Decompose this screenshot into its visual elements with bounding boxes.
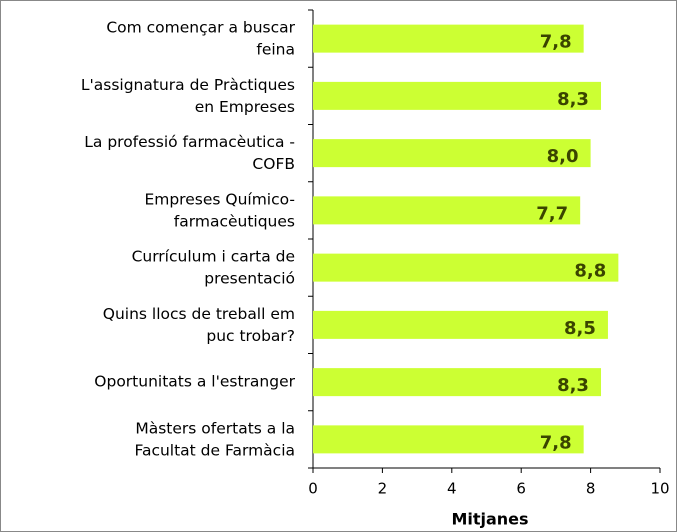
bar: [313, 139, 591, 168]
value-label: 8,3: [557, 375, 589, 396]
value-label: 8,8: [574, 261, 606, 282]
bar: [313, 425, 584, 454]
y-tick-label: L'assignatura de Pràctiques en Empreses: [81, 75, 295, 115]
bar: [313, 24, 584, 53]
bar: [313, 368, 602, 397]
y-tick-label: La professió farmacèutica -COFB: [84, 133, 295, 173]
value-label: 8,0: [547, 146, 579, 167]
value-label: 7,8: [540, 32, 572, 53]
y-tick-label: Empreses Químico-farmacèutiques: [144, 190, 295, 230]
bar: [313, 310, 608, 339]
x-tick-label: 4: [447, 480, 457, 498]
value-label: 7,7: [536, 203, 568, 224]
y-tick-label: Oportunitats a l'estranger: [94, 373, 295, 391]
value-label: 8,3: [557, 89, 589, 110]
x-tick-label: 6: [516, 480, 526, 498]
x-tick-label: 0: [308, 480, 318, 498]
bar: [313, 196, 581, 225]
bar: [313, 253, 619, 282]
x-axis-label: Mitjanes: [451, 510, 528, 529]
x-tick-label: 10: [650, 480, 669, 498]
x-tick-label: 8: [586, 480, 596, 498]
y-tick-label: Màsters ofertats a la Facultat de Farmàci…: [134, 419, 295, 459]
y-tick-label: Quins llocs de treball em puc trobar?: [103, 304, 295, 344]
value-label: 8,5: [564, 318, 596, 339]
y-tick-label: Com començar a buscar feina: [106, 18, 295, 58]
bar: [313, 81, 602, 110]
value-label: 7,8: [540, 432, 572, 453]
x-tick-label: 2: [378, 480, 388, 498]
y-tick-label: Currículum i carta de presentació: [132, 247, 295, 287]
